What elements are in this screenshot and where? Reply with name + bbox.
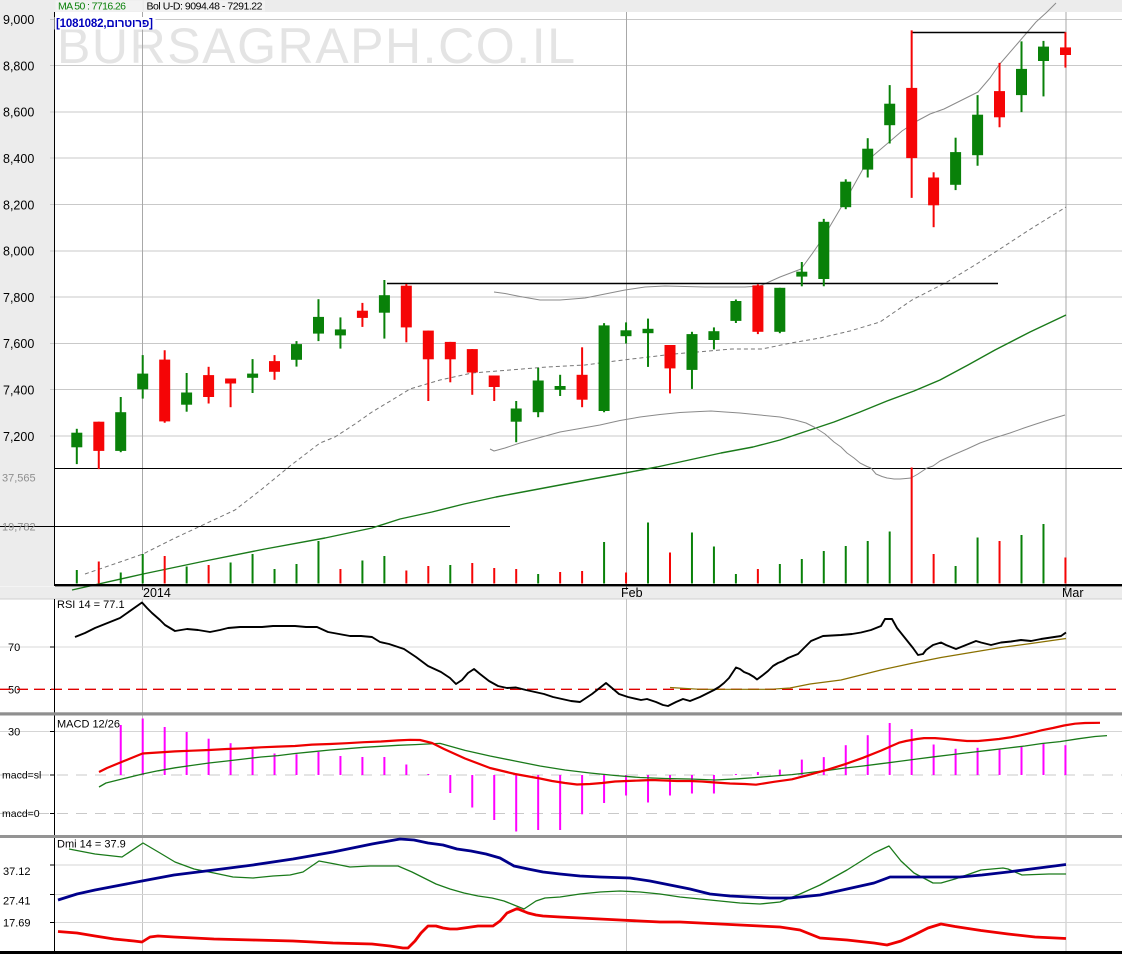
svg-text:50: 50	[8, 684, 20, 696]
svg-text:8,600: 8,600	[3, 106, 34, 120]
svg-text:2014: 2014	[143, 586, 171, 600]
svg-text:17.69: 17.69	[3, 917, 31, 929]
svg-text:7,600: 7,600	[3, 337, 34, 351]
svg-text:[1081082,פרוטרום]: [1081082,פרוטרום]	[56, 18, 153, 30]
svg-text:27.41: 27.41	[3, 896, 31, 908]
svg-text:8,400: 8,400	[3, 152, 34, 166]
svg-text:7,200: 7,200	[3, 430, 34, 444]
svg-text:Feb: Feb	[621, 586, 643, 600]
svg-text:19,782: 19,782	[2, 522, 36, 534]
svg-text:Mar: Mar	[1062, 586, 1084, 600]
svg-text:macd=0: macd=0	[2, 808, 40, 820]
svg-text:MA 50 : 7716.26: MA 50 : 7716.26	[58, 1, 126, 13]
svg-text:Dmi 14 = 37.9: Dmi 14 = 37.9	[57, 838, 126, 850]
svg-text:8,800: 8,800	[3, 59, 34, 73]
svg-text:30: 30	[8, 726, 20, 738]
svg-text:7,400: 7,400	[3, 384, 34, 398]
svg-text:RSI 14 = 77.1: RSI 14 = 77.1	[57, 599, 125, 611]
svg-text:MACD 12/26: MACD 12/26	[57, 718, 120, 730]
svg-text:macd=sl: macd=sl	[2, 769, 41, 781]
svg-text:Bol U-D: 9094.48 - 7291.22: Bol U-D: 9094.48 - 7291.22	[147, 1, 263, 13]
svg-text:37,565: 37,565	[2, 473, 36, 485]
svg-text:37.12: 37.12	[3, 866, 31, 878]
svg-text:8,200: 8,200	[3, 198, 34, 212]
svg-text:8,000: 8,000	[3, 245, 34, 259]
svg-text:9,000: 9,000	[3, 13, 34, 27]
svg-text:70: 70	[8, 642, 20, 654]
svg-text:7,800: 7,800	[3, 291, 34, 305]
